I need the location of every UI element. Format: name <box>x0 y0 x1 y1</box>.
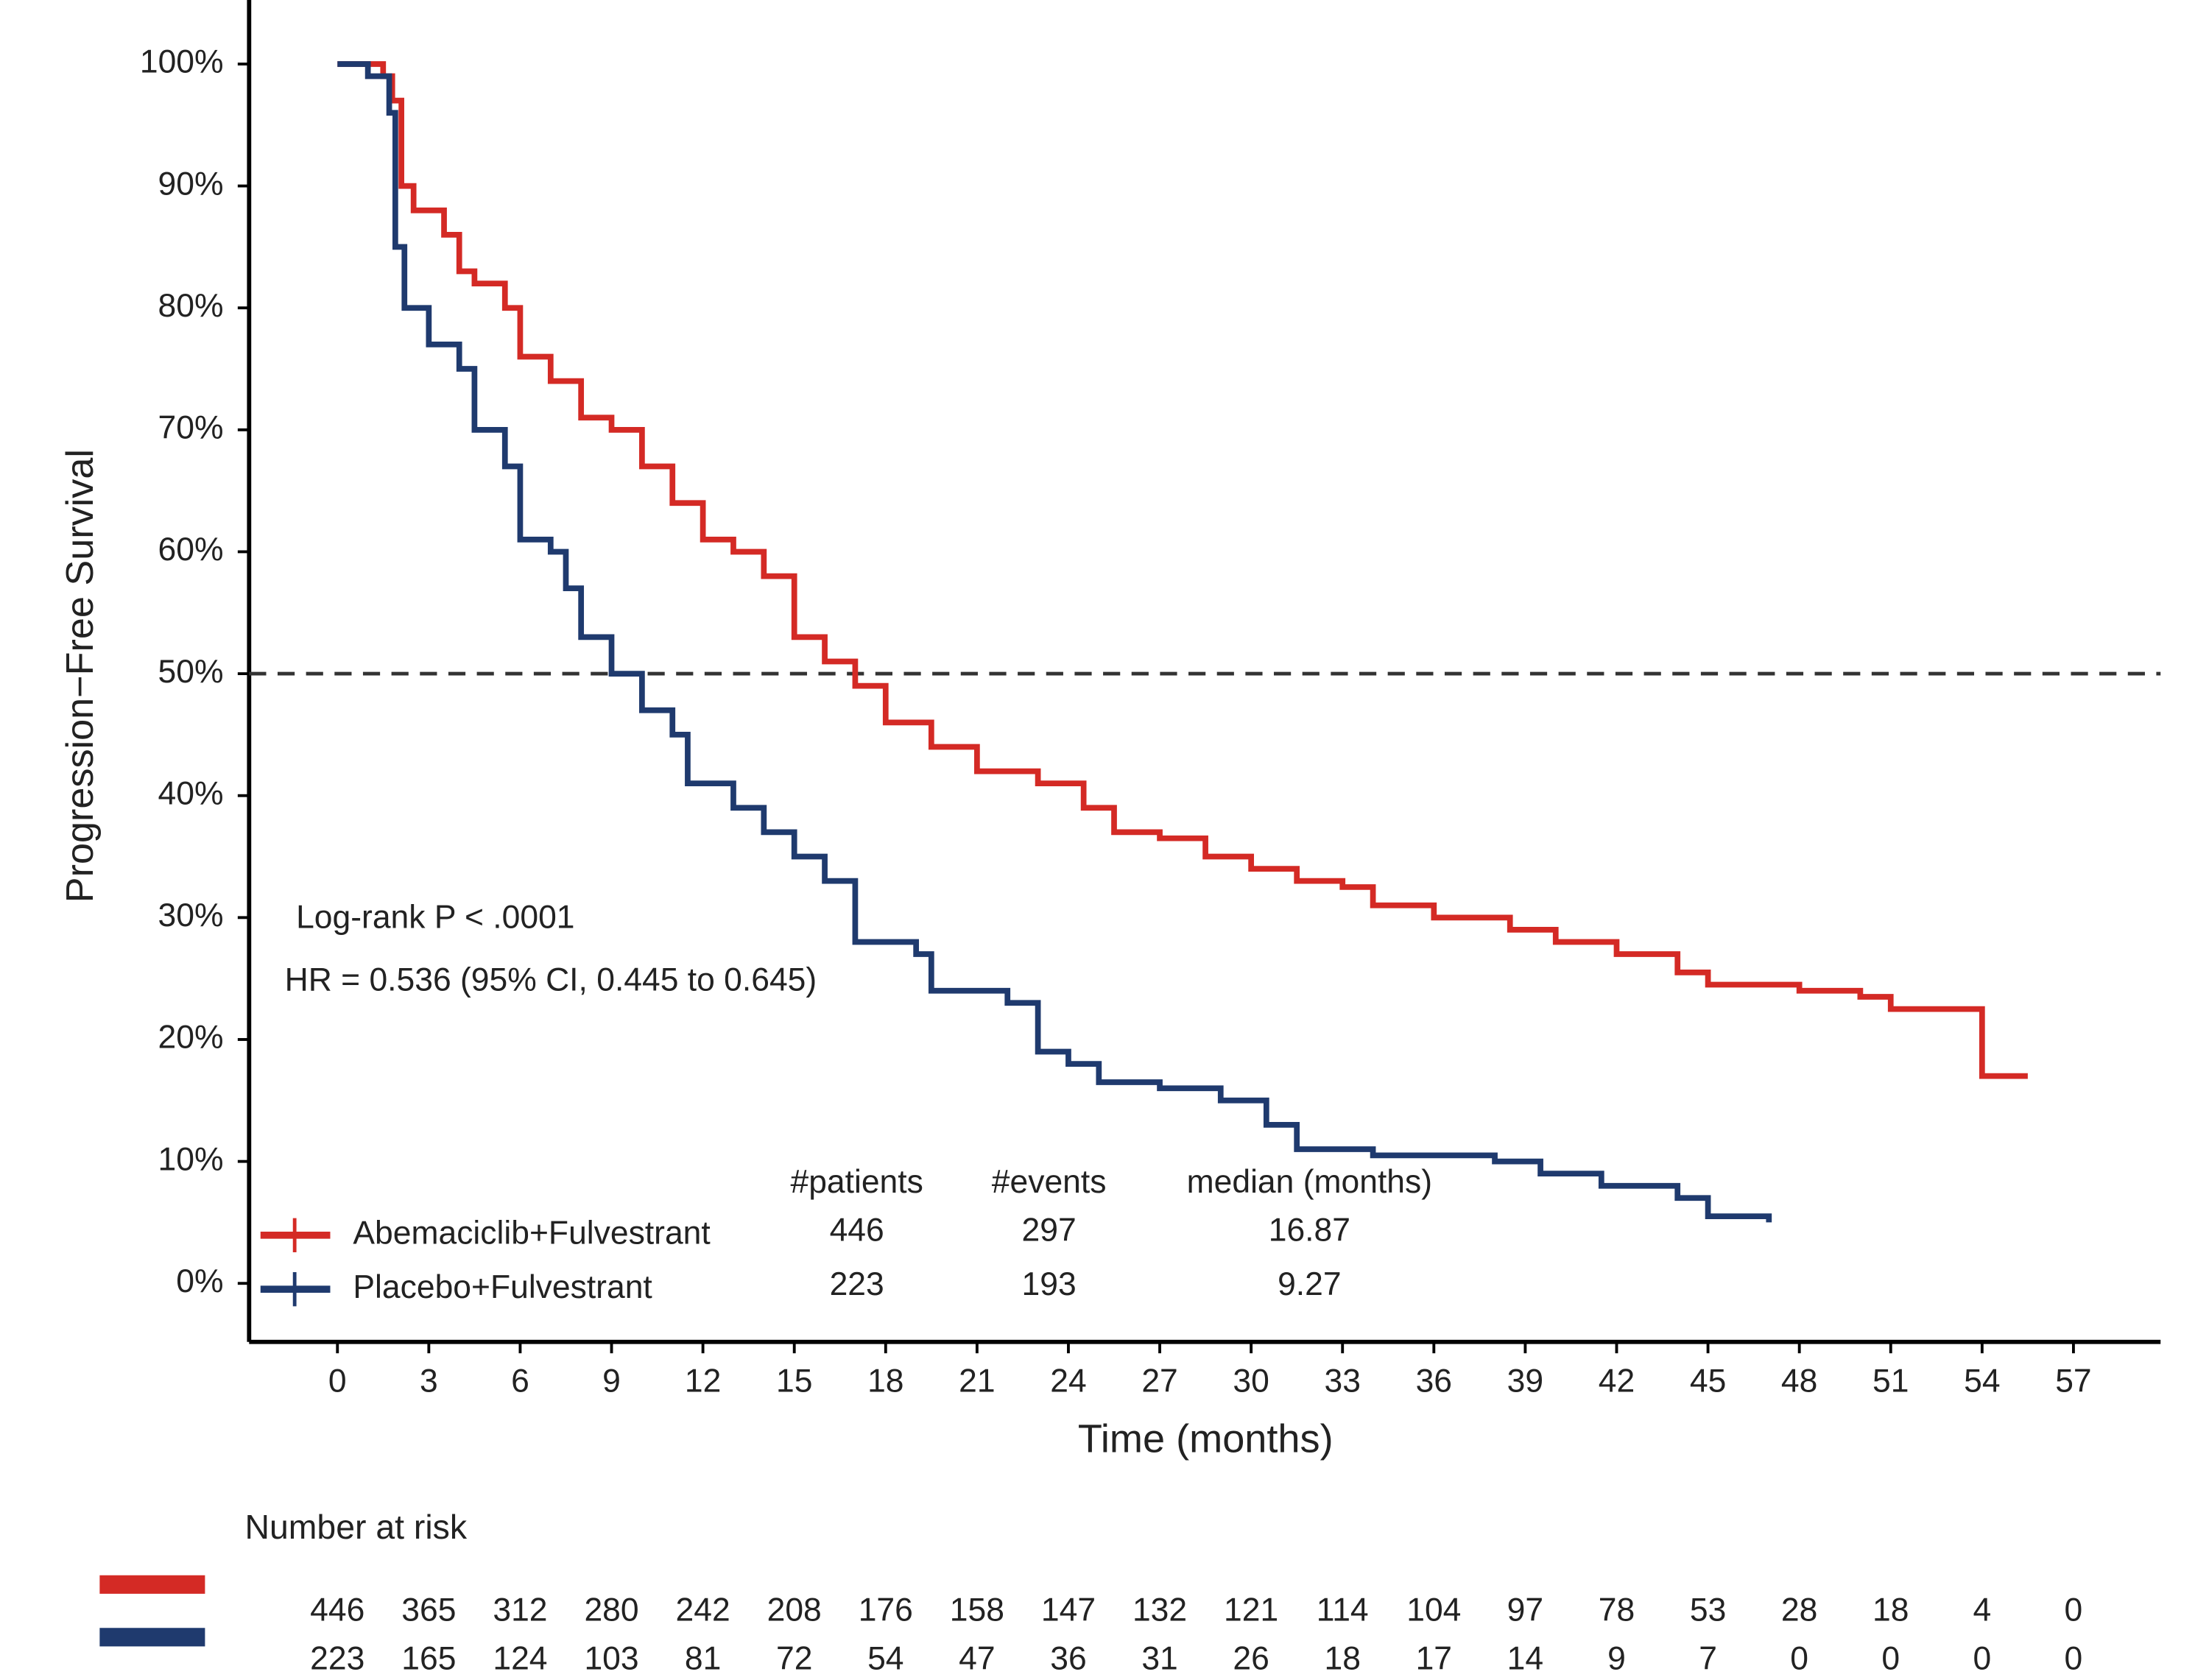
risk-value: 78 <box>1599 1592 1635 1628</box>
risk-value: 0 <box>1973 1640 1991 1676</box>
risk-value: 7 <box>1699 1640 1717 1676</box>
risk-swatch <box>99 1628 205 1647</box>
risk-value: 9 <box>1607 1640 1626 1676</box>
risk-value: 97 <box>1507 1592 1543 1628</box>
risk-value: 72 <box>776 1640 812 1676</box>
x-tick-label: 51 <box>1872 1363 1909 1400</box>
table-header: #events <box>992 1164 1107 1200</box>
y-tick-label: 60% <box>158 532 224 568</box>
survival-curve <box>337 61 2028 1079</box>
x-tick-label: 15 <box>776 1363 812 1400</box>
x-tick-label: 6 <box>511 1363 529 1400</box>
x-axis-label: Time (months) <box>1078 1416 1333 1461</box>
risk-swatch <box>99 1575 205 1594</box>
risk-value: 132 <box>1132 1592 1187 1628</box>
table-header: #patients <box>790 1164 923 1200</box>
annotation: Log-rank P < .0001 <box>296 899 574 935</box>
risk-value: 147 <box>1041 1592 1096 1628</box>
x-tick-label: 27 <box>1141 1363 1177 1400</box>
y-tick-label: 90% <box>158 166 224 202</box>
risk-value: 223 <box>310 1640 364 1676</box>
risk-value: 365 <box>401 1592 456 1628</box>
x-tick-label: 54 <box>1964 1363 2000 1400</box>
y-tick-label: 0% <box>176 1263 223 1299</box>
x-tick-label: 48 <box>1781 1363 1817 1400</box>
x-tick-label: 9 <box>602 1363 621 1400</box>
risk-value: 28 <box>1781 1592 1817 1628</box>
x-tick-label: 57 <box>2055 1363 2091 1400</box>
table-cell: 9.27 <box>1278 1266 1341 1302</box>
risk-value: 124 <box>493 1640 547 1676</box>
risk-value: 0 <box>1881 1640 1900 1676</box>
table-cell: 16.87 <box>1269 1213 1350 1249</box>
y-tick-label: 70% <box>158 410 224 446</box>
risk-value: 81 <box>685 1640 721 1676</box>
risk-value: 18 <box>1872 1592 1909 1628</box>
x-tick-label: 18 <box>867 1363 903 1400</box>
risk-value: 176 <box>859 1592 913 1628</box>
risk-value: 103 <box>584 1640 638 1676</box>
survival-curve <box>337 61 1772 1223</box>
y-tick-label: 30% <box>158 897 224 933</box>
risk-title: Number at risk <box>245 1508 468 1546</box>
x-tick-label: 21 <box>959 1363 995 1400</box>
x-tick-label: 42 <box>1599 1363 1635 1400</box>
legend-label: Placebo+Fulvestrant <box>353 1269 652 1305</box>
x-tick-label: 36 <box>1416 1363 1452 1400</box>
x-tick-label: 39 <box>1507 1363 1543 1400</box>
table-header: median (months) <box>1187 1164 1432 1200</box>
risk-value: 14 <box>1507 1640 1543 1676</box>
risk-value: 165 <box>401 1640 456 1676</box>
x-tick-label: 0 <box>328 1363 347 1400</box>
risk-value: 18 <box>1325 1640 1361 1676</box>
risk-value: 0 <box>2065 1592 2083 1628</box>
legend-label: Abemaciclib+Fulvestrant <box>353 1215 711 1252</box>
y-tick-label: 10% <box>158 1141 224 1177</box>
risk-value: 31 <box>1141 1640 1177 1676</box>
risk-value: 53 <box>1690 1592 1726 1628</box>
risk-value: 121 <box>1224 1592 1278 1628</box>
risk-value: 242 <box>676 1592 730 1628</box>
x-tick-label: 45 <box>1690 1363 1726 1400</box>
risk-value: 47 <box>959 1640 995 1676</box>
y-tick-label: 20% <box>158 1020 224 1056</box>
risk-value: 36 <box>1050 1640 1086 1676</box>
y-tick-label: 100% <box>140 44 224 80</box>
risk-value: 26 <box>1233 1640 1269 1676</box>
table-cell: 297 <box>1022 1213 1077 1249</box>
table-cell: 223 <box>830 1266 884 1302</box>
table-cell: 446 <box>830 1213 884 1249</box>
risk-value: 446 <box>310 1592 364 1628</box>
risk-value: 0 <box>2065 1640 2083 1676</box>
risk-value: 4 <box>1973 1592 1991 1628</box>
risk-value: 280 <box>584 1592 638 1628</box>
table-cell: 193 <box>1022 1266 1077 1302</box>
risk-value: 158 <box>950 1592 1004 1628</box>
x-tick-label: 30 <box>1233 1363 1269 1400</box>
risk-value: 54 <box>867 1640 903 1676</box>
x-tick-label: 3 <box>420 1363 438 1400</box>
y-tick-label: 40% <box>158 775 224 811</box>
risk-value: 114 <box>1317 1592 1369 1628</box>
x-tick-label: 33 <box>1325 1363 1361 1400</box>
x-tick-label: 12 <box>685 1363 721 1400</box>
y-tick-label: 80% <box>158 288 224 324</box>
risk-value: 0 <box>1790 1640 1808 1676</box>
y-tick-label: 50% <box>158 654 224 690</box>
x-tick-label: 24 <box>1050 1363 1086 1400</box>
risk-value: 208 <box>767 1592 822 1628</box>
risk-value: 17 <box>1416 1640 1452 1676</box>
risk-value: 104 <box>1406 1592 1461 1628</box>
annotation: HR = 0.536 (95% CI, 0.445 to 0.645) <box>285 961 817 998</box>
risk-value: 312 <box>493 1592 547 1628</box>
y-axis-label: Progression−Free Survival <box>59 449 102 903</box>
